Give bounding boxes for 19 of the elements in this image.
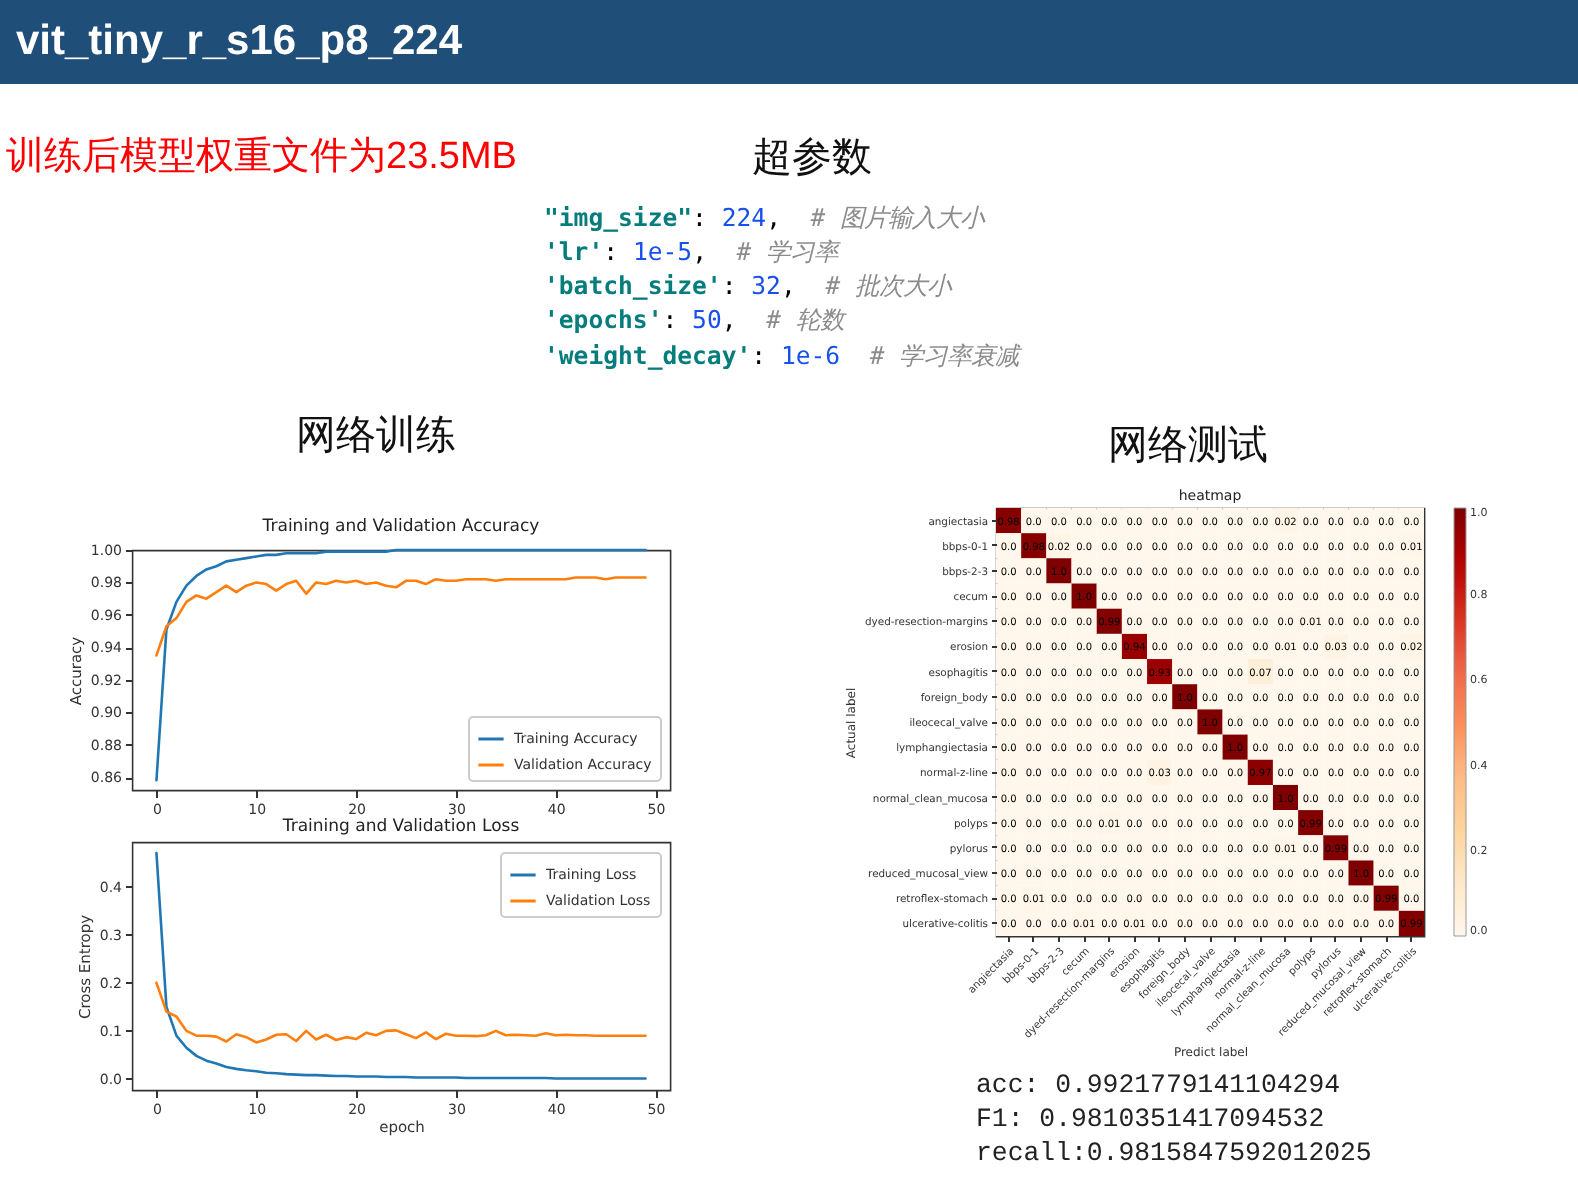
text: "img_size": 224, # 图片输入大小 bbox=[544, 204, 985, 232]
text: F1: 0.9810351417094532 bbox=[976, 1104, 1325, 1136]
chart-title: Training and Validation Accuracy bbox=[260, 517, 540, 537]
text: 'epochs': 50, # 轮数 bbox=[544, 306, 844, 334]
text: 训练后模型权重文件为23.5MB bbox=[6, 136, 517, 182]
line-series bbox=[155, 548, 647, 782]
line-series bbox=[155, 981, 647, 1044]
chart-title: Training and Validation Loss bbox=[280, 817, 521, 837]
text: 网络训练 bbox=[296, 410, 456, 458]
text: acc: 0.9921779141104294 bbox=[976, 1070, 1341, 1102]
line-series bbox=[155, 576, 647, 657]
text: 'lr': 1e-5, # 学习率 bbox=[544, 238, 839, 266]
text: vit_tiny_r_s16_p8_224 bbox=[16, 16, 462, 67]
text: recall:0.9815847592012025 bbox=[976, 1138, 1372, 1170]
text: 网络测试 bbox=[1108, 420, 1268, 468]
text: 超参数 bbox=[752, 132, 872, 180]
text: 'weight_decay': 1e-6 # 学习率衰减 bbox=[544, 342, 1020, 370]
line-series bbox=[155, 851, 647, 1080]
text: 'batch_size': 32, # 批次大小 bbox=[544, 272, 951, 300]
